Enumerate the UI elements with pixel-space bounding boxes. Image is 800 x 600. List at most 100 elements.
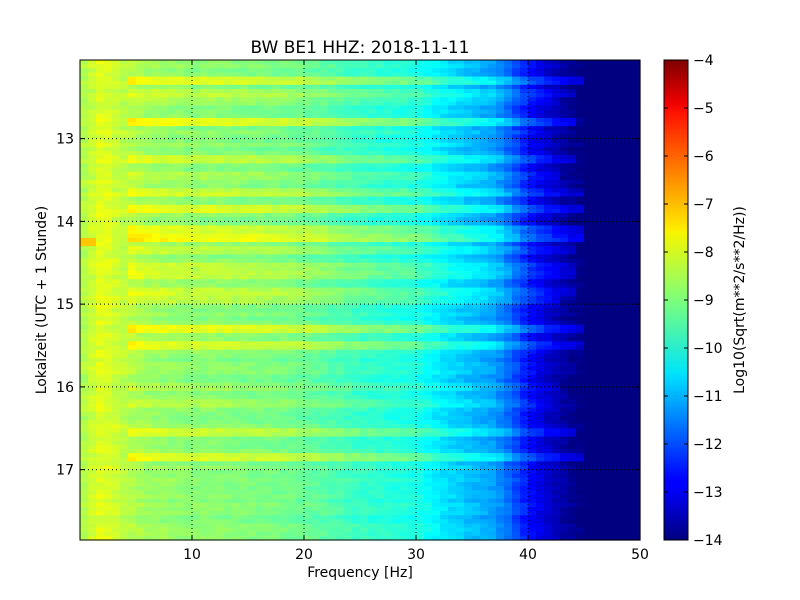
heatmap-cell	[464, 324, 473, 330]
heatmap-cell	[320, 130, 329, 136]
heatmap-cell	[424, 138, 433, 144]
heatmap-cell	[616, 233, 625, 239]
heatmap-cell	[584, 105, 593, 111]
heatmap-cell	[224, 250, 233, 256]
heatmap-cell	[288, 188, 297, 194]
heatmap-cell	[344, 146, 353, 152]
heatmap-cell	[552, 204, 561, 210]
heatmap-cell	[176, 204, 185, 210]
heatmap-cell	[296, 349, 305, 355]
heatmap-cell	[560, 84, 569, 90]
heatmap-cell	[112, 155, 121, 160]
heatmap-cell	[456, 341, 465, 347]
heatmap-cell	[504, 242, 513, 247]
heatmap-cell	[408, 324, 417, 330]
heatmap-cell	[88, 341, 97, 347]
heatmap-cell	[552, 246, 561, 251]
heatmap-cell	[488, 308, 497, 314]
heatmap-cell	[400, 163, 409, 169]
heatmap-cell	[440, 167, 449, 173]
heatmap-cell	[352, 109, 361, 115]
heatmap-cell	[584, 192, 593, 198]
heatmap-cell	[504, 167, 513, 173]
heatmap-cell	[504, 113, 513, 119]
heatmap-cell	[496, 213, 505, 218]
heatmap-cell	[592, 159, 601, 165]
heatmap-cell	[616, 134, 625, 140]
heatmap-cell	[584, 117, 593, 123]
heatmap-cell	[344, 155, 353, 160]
heatmap-cell	[440, 287, 449, 293]
heatmap-cell	[496, 101, 505, 107]
heatmap-cell	[280, 192, 289, 198]
heatmap-cell	[464, 113, 473, 119]
heatmap-cell	[584, 188, 593, 194]
heatmap-cell	[496, 64, 505, 69]
heatmap-cell	[344, 88, 353, 94]
heatmap-cell	[456, 300, 465, 305]
heatmap-cell	[592, 233, 601, 239]
heatmap-cell	[216, 200, 225, 206]
heatmap-cell	[200, 200, 209, 206]
heatmap-cell	[184, 196, 193, 202]
heatmap-cell	[160, 208, 169, 214]
heatmap-cell	[504, 291, 513, 297]
heatmap-cell	[88, 188, 97, 194]
heatmap-cell	[112, 328, 121, 334]
heatmap-cell	[472, 312, 481, 318]
heatmap-cell	[504, 146, 513, 152]
heatmap-cell	[608, 134, 617, 140]
heatmap-cell	[528, 146, 537, 152]
heatmap-cell	[520, 72, 529, 78]
heatmap-cell	[544, 349, 553, 355]
heatmap-cell	[360, 130, 369, 136]
heatmap-cell	[104, 151, 113, 156]
heatmap-cell	[232, 237, 241, 243]
heatmap-cell	[424, 175, 433, 181]
heatmap-cell	[584, 345, 593, 351]
heatmap-cell	[96, 304, 105, 309]
heatmap-cell	[120, 200, 129, 206]
heatmap-cell	[296, 122, 305, 127]
heatmap-cell	[128, 142, 137, 148]
heatmap-cell	[224, 155, 233, 160]
heatmap-cell	[96, 109, 105, 115]
heatmap-cell	[320, 171, 329, 177]
heatmap-cell	[360, 295, 369, 301]
heatmap-cell	[280, 101, 289, 107]
heatmap-cell	[472, 262, 481, 268]
heatmap-cell	[360, 101, 369, 107]
heatmap-cell	[608, 233, 617, 239]
heatmap-cell	[432, 84, 441, 90]
heatmap-cell	[400, 295, 409, 301]
heatmap-cell	[360, 68, 369, 74]
heatmap-cell	[248, 221, 257, 227]
heatmap-cell	[288, 328, 297, 334]
heatmap-cell	[240, 242, 249, 247]
heatmap-cell	[392, 175, 401, 181]
heatmap-cell	[384, 229, 393, 235]
heatmap-cell	[120, 229, 129, 235]
heatmap-cell	[592, 155, 601, 160]
heatmap-cell	[248, 196, 257, 202]
heatmap-cell	[536, 64, 545, 69]
heatmap-cell	[320, 320, 329, 326]
heatmap-cell	[256, 337, 265, 342]
heatmap-cell	[392, 126, 401, 131]
heatmap-cell	[624, 159, 633, 165]
heatmap-cell	[360, 345, 369, 351]
heatmap-cell	[544, 151, 553, 156]
heatmap-cell	[128, 76, 137, 82]
heatmap-cell	[224, 196, 233, 202]
heatmap-cell	[128, 308, 137, 314]
heatmap-cell	[480, 304, 489, 309]
heatmap-cell	[184, 155, 193, 160]
heatmap-cell	[80, 105, 89, 111]
heatmap-cell	[552, 333, 561, 338]
heatmap-cell	[392, 262, 401, 268]
heatmap-cell	[168, 349, 177, 355]
heatmap-cell	[408, 262, 417, 268]
heatmap-cell	[480, 184, 489, 189]
heatmap-cell	[528, 258, 537, 264]
heatmap-cell	[392, 308, 401, 314]
